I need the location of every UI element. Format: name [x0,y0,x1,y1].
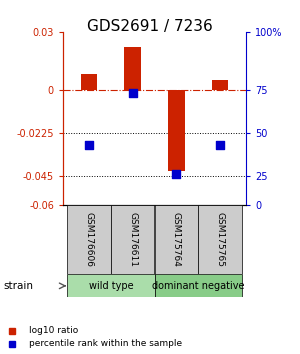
Point [130,90,135,96]
Text: wild type: wild type [88,281,133,291]
Point [87,142,92,147]
Text: GSM176611: GSM176611 [128,212,137,267]
Text: strain: strain [3,281,33,291]
Text: dominant negative: dominant negative [152,281,244,291]
Text: GSM176606: GSM176606 [85,212,94,267]
Bar [198,205,242,274]
Point [174,171,179,177]
Point [218,142,222,147]
Bar [111,205,154,274]
Bar [212,80,228,90]
Text: percentile rank within the sample: percentile rank within the sample [29,339,183,348]
Bar [154,274,242,297]
Bar [168,90,184,171]
Bar [68,274,154,297]
Bar [81,74,98,90]
Text: log10 ratio: log10 ratio [29,326,79,335]
Text: GDS2691 / 7236: GDS2691 / 7236 [87,19,213,34]
Text: GSM175765: GSM175765 [215,212,224,267]
Bar [124,47,141,90]
Text: GSM175764: GSM175764 [172,212,181,267]
Bar [68,205,111,274]
Bar [154,205,198,274]
